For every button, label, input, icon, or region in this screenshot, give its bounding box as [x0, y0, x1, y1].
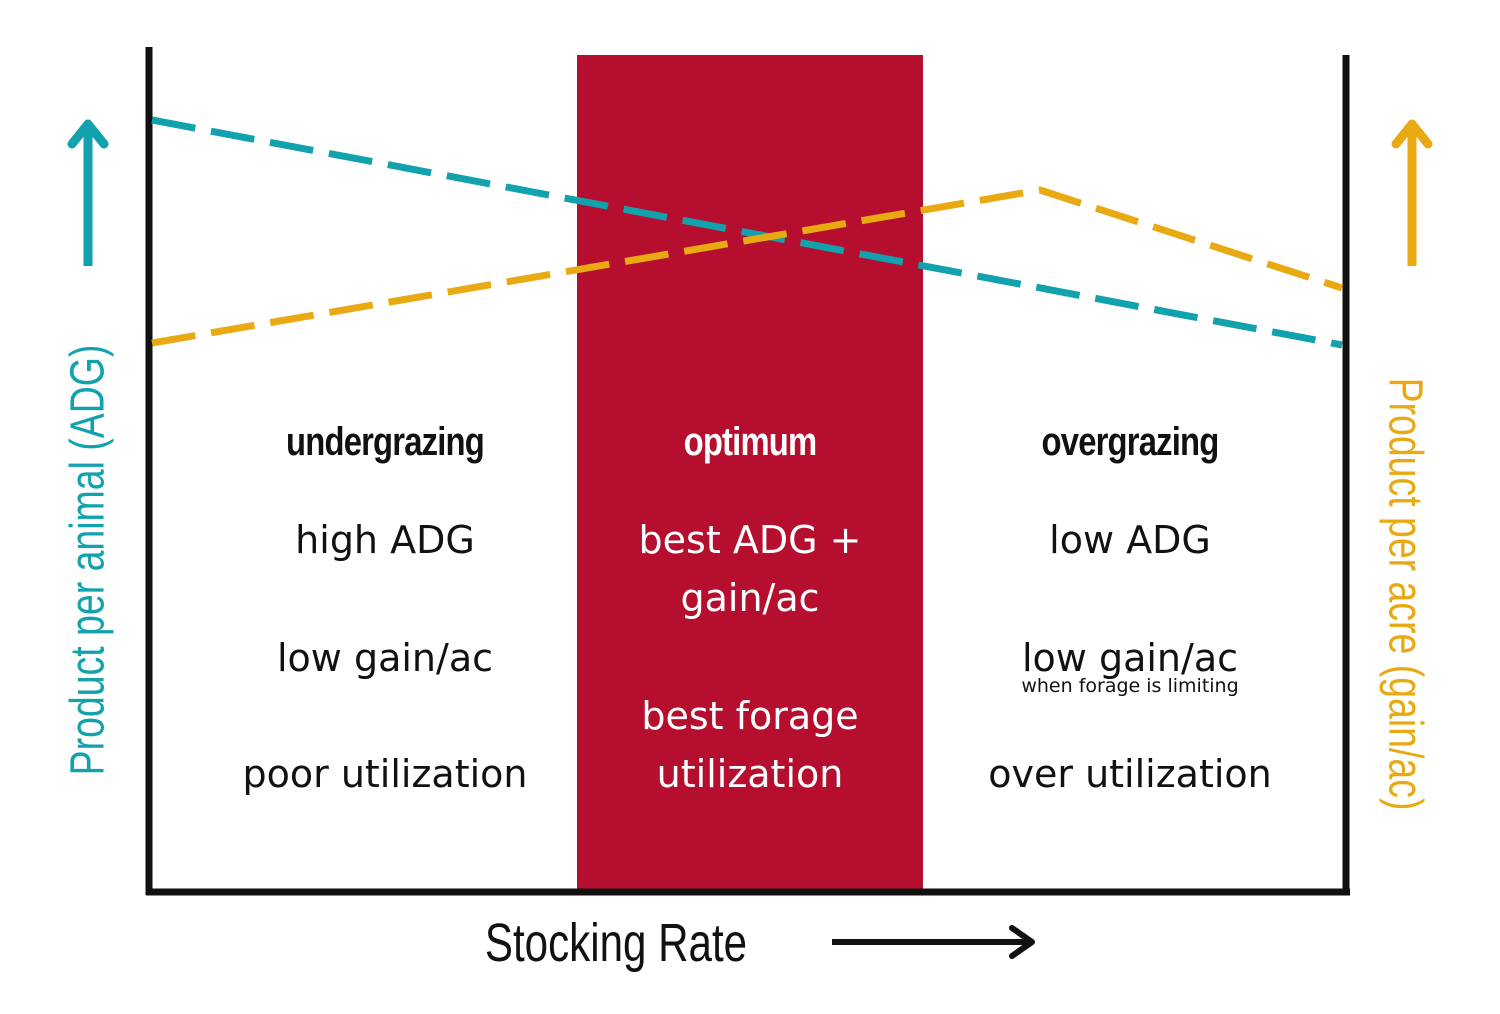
optimum-item: best ADG +: [638, 518, 862, 562]
left-up-arrow-icon: [67, 119, 109, 266]
optimum-item: best forage: [641, 694, 859, 738]
optimum-heading: optimum: [683, 420, 818, 464]
y-left-axis-label: Product per animal (ADG): [61, 344, 115, 776]
overgrazing-item: low ADG: [1049, 518, 1211, 562]
adg-line: [151, 116, 1343, 349]
optimum-column: optimum best ADG + gain/ac best forage u…: [577, 420, 923, 803]
optimum-zone: [577, 55, 923, 893]
x-right-arrow-icon: [832, 925, 1035, 959]
optimum-item: gain/ac: [680, 576, 820, 620]
x-axis-label: Stocking Rate: [484, 913, 748, 973]
undergrazing-heading: undergrazing: [286, 420, 485, 464]
y-right-axis-label: Product per acre (gain/ac): [1378, 377, 1432, 811]
overgrazing-item: low gain/ac: [1022, 636, 1238, 680]
overgrazing-note: when forage is limiting: [1021, 675, 1239, 697]
overgrazing-item: over utilization: [988, 752, 1272, 796]
optimum-item: utilization: [656, 752, 844, 796]
undergrazing-item: high ADG: [295, 518, 475, 562]
undergrazing-item: poor utilization: [242, 752, 528, 796]
undergrazing-item: low gain/ac: [277, 636, 493, 680]
gain-per-acre-line: [151, 186, 1344, 347]
undergrazing-column: undergrazing high ADG low gain/ac poor u…: [205, 420, 565, 796]
overgrazing-heading: overgrazing: [1041, 420, 1220, 464]
overgrazing-column: overgrazing low ADG low gain/ac when for…: [950, 420, 1310, 803]
right-up-arrow-icon: [1391, 119, 1433, 266]
